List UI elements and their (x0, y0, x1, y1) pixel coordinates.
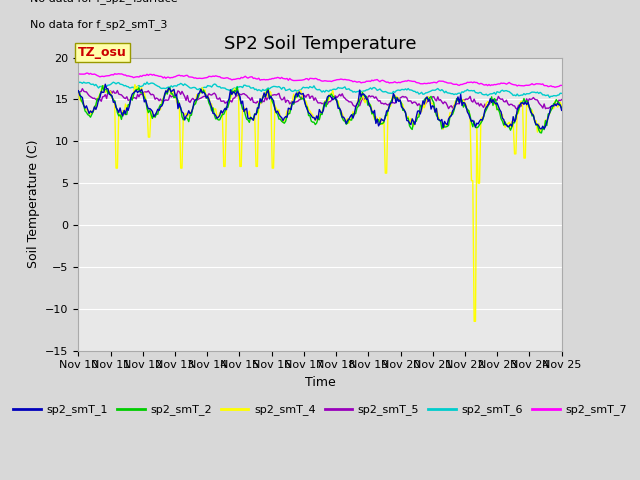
Legend: sp2_smT_1, sp2_smT_2, sp2_smT_4, sp2_smT_5, sp2_smT_6, sp2_smT_7: sp2_smT_1, sp2_smT_2, sp2_smT_4, sp2_smT… (9, 400, 631, 420)
Text: No data for f_sp2_smT_3: No data for f_sp2_smT_3 (30, 20, 168, 30)
Text: No data for f_sp2_Tsurface: No data for f_sp2_Tsurface (30, 0, 178, 4)
X-axis label: Time: Time (305, 376, 335, 389)
Title: SP2 Soil Temperature: SP2 Soil Temperature (224, 35, 416, 53)
Y-axis label: Soil Temperature (C): Soil Temperature (C) (27, 140, 40, 268)
Text: TZ_osu: TZ_osu (78, 46, 127, 59)
